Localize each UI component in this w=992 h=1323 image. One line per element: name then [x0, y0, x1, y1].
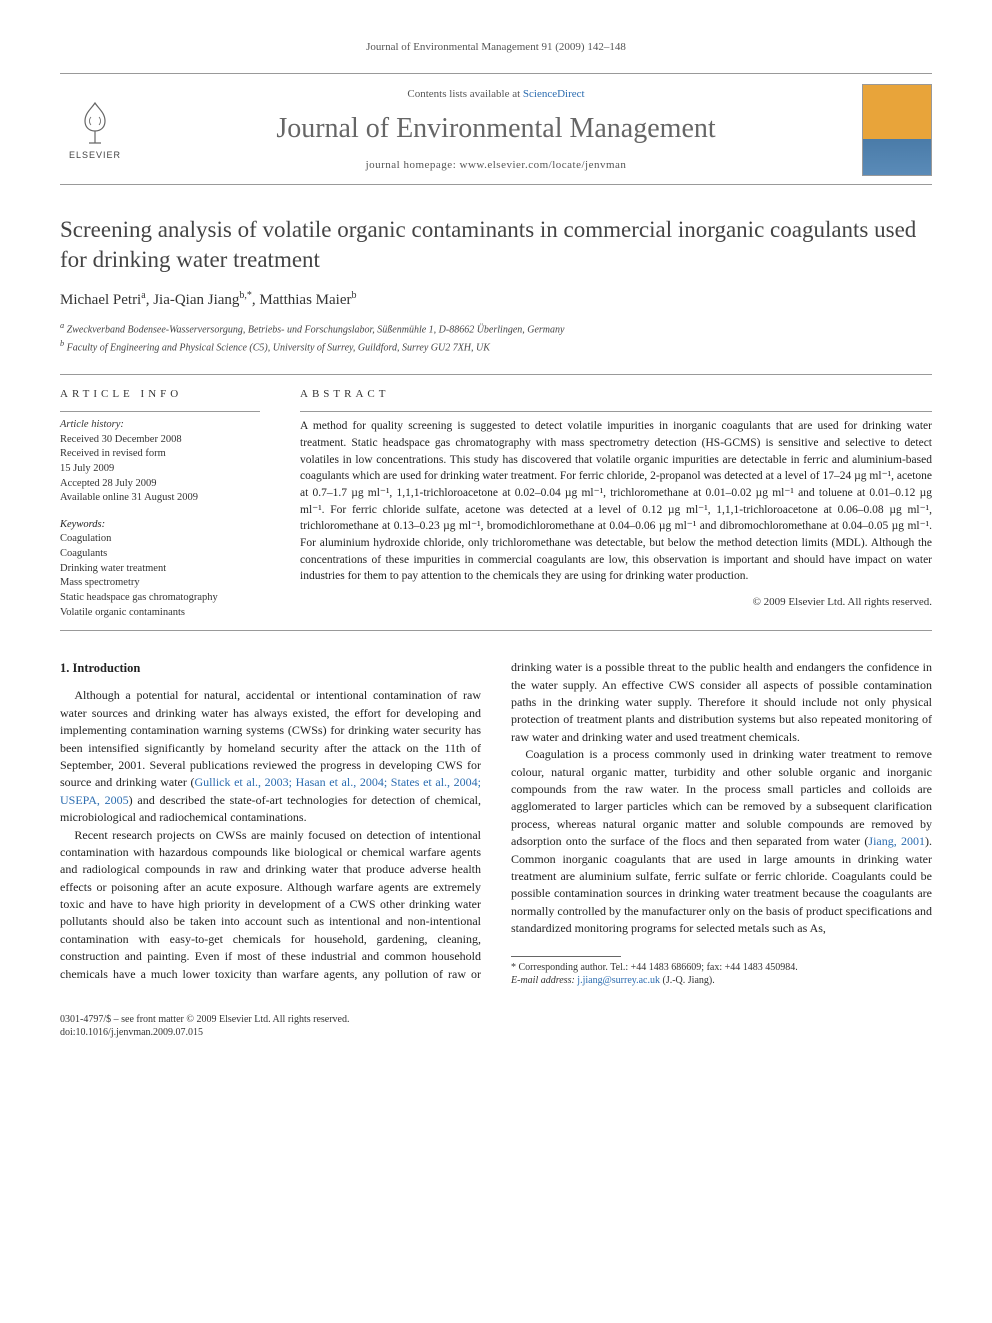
body-columns: 1. Introduction Although a potential for… — [60, 659, 932, 986]
article-info: ARTICLE INFO Article history: Received 3… — [60, 387, 260, 621]
homepage-url[interactable]: www.elsevier.com/locate/jenvman — [460, 159, 627, 171]
abstract-block: ABSTRACT A method for quality screening … — [300, 387, 932, 621]
author-list: Michael Petria, Jia-Qian Jiangb,*, Matth… — [60, 289, 932, 310]
history-line: Available online 31 August 2009 — [60, 491, 260, 506]
divider — [300, 411, 932, 412]
abstract-text: A method for quality screening is sugges… — [300, 418, 932, 585]
contents-line: Contents lists available at ScienceDirec… — [148, 87, 844, 102]
history-line: Accepted 28 July 2009 — [60, 477, 260, 492]
homepage-line: journal homepage: www.elsevier.com/locat… — [148, 158, 844, 173]
history-line: 15 July 2009 — [60, 462, 260, 477]
publisher-logo: ELSEVIER — [60, 92, 130, 167]
article-info-head: ARTICLE INFO — [60, 387, 260, 402]
journal-title: Journal of Environmental Management — [148, 110, 844, 148]
masthead: ELSEVIER Contents lists available at Sci… — [60, 73, 932, 185]
affiliations: a Zweckverband Bodensee-Wasserversorgung… — [60, 320, 932, 356]
keyword: Drinking water treatment — [60, 562, 260, 577]
keyword: Mass spectrometry — [60, 576, 260, 591]
journal-cover-thumb — [862, 84, 932, 176]
divider — [60, 411, 260, 412]
keyword: Volatile organic contaminants — [60, 606, 260, 621]
citation-link[interactable]: Jiang, 2001 — [868, 834, 925, 848]
keyword: Static headspace gas chromatography — [60, 591, 260, 606]
section-heading: 1. Introduction — [60, 659, 481, 677]
keyword: Coagulation — [60, 532, 260, 547]
footer-bar: 0301-4797/$ – see front matter © 2009 El… — [60, 1007, 932, 1040]
email-link[interactable]: j.jiang@surrey.ac.uk — [577, 975, 660, 986]
corr-author-line: * Corresponding author. Tel.: +44 1483 6… — [511, 961, 932, 974]
homepage-prefix: journal homepage: — [366, 159, 460, 171]
history-line: Received in revised form — [60, 447, 260, 462]
publisher-name: ELSEVIER — [69, 149, 121, 161]
footer-left: 0301-4797/$ – see front matter © 2009 El… — [60, 1013, 349, 1040]
keywords-label: Keywords: — [60, 518, 260, 532]
info-abstract-row: ARTICLE INFO Article history: Received 3… — [60, 387, 932, 621]
article-title: Screening analysis of volatile organic c… — [60, 215, 932, 275]
abstract-head: ABSTRACT — [300, 387, 932, 402]
author: Matthias Maierb — [259, 292, 356, 308]
email-line: E-mail address: j.jiang@surrey.ac.uk (J.… — [511, 974, 932, 987]
divider — [60, 374, 932, 375]
corresponding-footnote: * Corresponding author. Tel.: +44 1483 6… — [511, 961, 932, 987]
author: Jia-Qian Jiangb,* — [153, 292, 252, 308]
divider — [60, 630, 932, 631]
body-paragraph: Coagulation is a process commonly used i… — [511, 746, 932, 937]
masthead-center: Contents lists available at ScienceDirec… — [148, 87, 844, 172]
history-label: Article history: — [60, 418, 260, 432]
affiliation: a Zweckverband Bodensee-Wasserversorgung… — [60, 320, 932, 337]
tree-icon — [71, 99, 119, 147]
doi-line: doi:10.1016/j.jenvman.2009.07.015 — [60, 1026, 349, 1040]
abstract-copyright: © 2009 Elsevier Ltd. All rights reserved… — [300, 595, 932, 610]
sciencedirect-link[interactable]: ScienceDirect — [523, 88, 585, 100]
footnote-rule — [511, 956, 621, 957]
body-paragraph: Although a potential for natural, accide… — [60, 687, 481, 826]
running-head: Journal of Environmental Management 91 (… — [60, 40, 932, 55]
affiliation: b Faculty of Engineering and Physical Sc… — [60, 338, 932, 355]
contents-prefix: Contents lists available at — [407, 88, 522, 100]
keyword: Coagulants — [60, 547, 260, 562]
author: Michael Petria — [60, 292, 146, 308]
history-line: Received 30 December 2008 — [60, 433, 260, 448]
issn-line: 0301-4797/$ – see front matter © 2009 El… — [60, 1013, 349, 1027]
article-page: Journal of Environmental Management 91 (… — [0, 0, 992, 1070]
